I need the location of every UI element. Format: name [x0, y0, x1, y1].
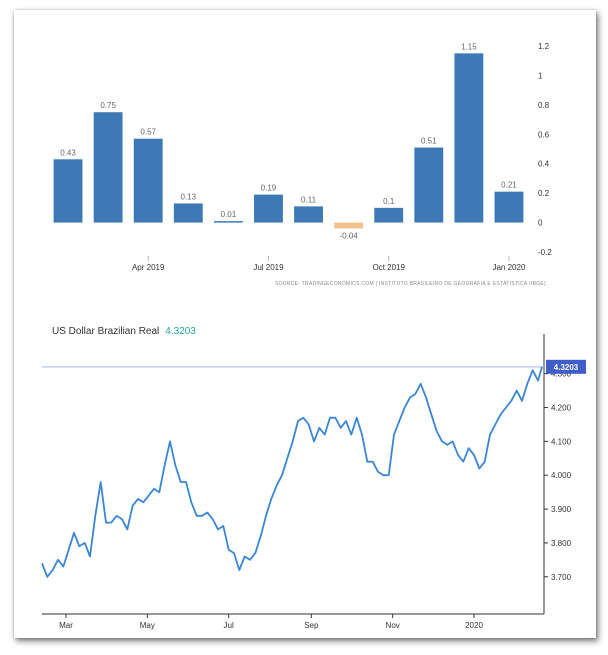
bar — [93, 112, 123, 223]
bar-value-label: 0.43 — [60, 148, 76, 157]
bar-value-label: 0.21 — [501, 181, 517, 190]
x-tick-label: Apr 2019 — [132, 263, 165, 272]
x-tick-label: May — [140, 621, 155, 630]
bar — [414, 147, 444, 223]
y-tick-label: 3.700 — [551, 573, 572, 582]
bar — [133, 138, 163, 223]
y-tick-label: 4.000 — [551, 471, 572, 480]
current-value-badge — [546, 359, 586, 374]
y-tick-label: 1 — [538, 71, 543, 80]
y-tick-label: 0.4 — [538, 160, 550, 169]
bar-value-label: 0.57 — [140, 128, 156, 137]
bar-value-label: 0.51 — [421, 137, 437, 146]
inflation-bar-chart: 0.43 0.75 0.57 0.13 0.01 0.19 0.11 -0.04 0.1 0.51… — [53, 42, 552, 287]
y-tick-label: 3.900 — [551, 505, 572, 514]
bar-value-label: 0.75 — [100, 101, 116, 110]
chart-title: US Dollar Brazilian Real — [52, 326, 159, 337]
bar-value-label: 1.15 — [461, 42, 477, 51]
x-tick-label: Mar — [59, 621, 73, 630]
bar-value-label: 0.19 — [261, 184, 277, 193]
bar-value-label: 0.11 — [301, 195, 317, 204]
x-tick-label: 2020 — [465, 621, 483, 630]
y-tick-label: 0.6 — [538, 130, 550, 139]
bar-value-label: 0.1 — [383, 197, 395, 206]
y-tick-label: 0 — [538, 219, 543, 228]
y-tick-label: 0.8 — [538, 101, 550, 110]
bar — [53, 159, 83, 223]
bar — [454, 53, 484, 223]
y-tick-label: -0.2 — [538, 248, 552, 257]
bar — [294, 206, 323, 223]
x-tick-label: Sep — [304, 621, 319, 630]
x-tick-label: Jul 2019 — [253, 263, 284, 272]
x-tick-label: Jul — [224, 621, 234, 630]
bar-value-label: 0.01 — [221, 210, 237, 219]
y-tick-label: 1.2 — [538, 42, 550, 51]
bar-value-label: -0.04 — [340, 231, 359, 240]
chart-panel: 0.43 0.75 0.57 0.13 0.01 0.19 0.11 -0.04 0.1 0.51… — [14, 10, 596, 638]
bar — [374, 207, 404, 223]
y-tick-label: 0.2 — [538, 189, 550, 198]
source-note: SOURCE: TRADINGECONOMICS.COM | INSTITUTO… — [275, 281, 546, 287]
current-value: 4.3203 — [165, 326, 196, 337]
y-tick-label: 4.200 — [551, 404, 572, 413]
bar — [334, 222, 364, 229]
y-tick-label: 4.100 — [551, 437, 572, 446]
bar-value-label: 0.13 — [181, 192, 197, 201]
bar — [173, 203, 203, 223]
x-tick-label: Oct 2019 — [372, 263, 405, 272]
usd-brl-line-chart: US Dollar Brazilian Real 4.32034.3004.200… — [41, 326, 586, 630]
series-line — [41, 366, 543, 578]
bar — [254, 194, 283, 223]
y-tick-label: 3.800 — [551, 539, 572, 548]
current-value-badge-label: 4.3203 — [554, 363, 579, 372]
x-tick-label: Jan 2020 — [492, 263, 525, 272]
y-tick-label: 4.300 — [551, 370, 572, 379]
x-tick-label: Nov — [386, 621, 400, 630]
bar — [494, 191, 524, 223]
bar — [213, 221, 243, 223]
